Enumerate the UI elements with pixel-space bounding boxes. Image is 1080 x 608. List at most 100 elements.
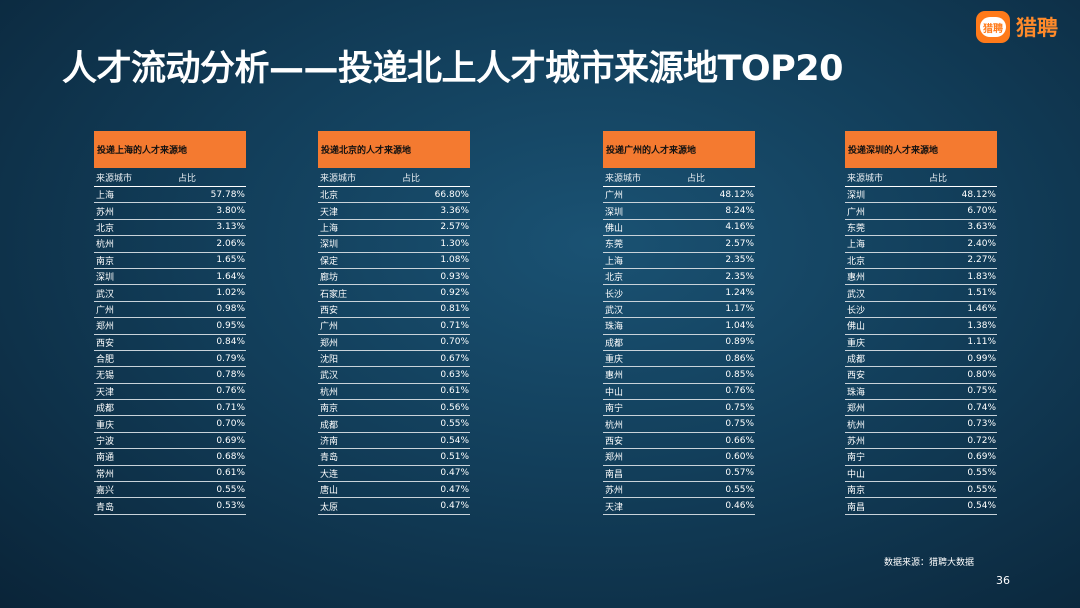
city-cell: 成都 (847, 355, 866, 366)
share-cell: 0.85% (725, 369, 754, 380)
city-cell: 重庆 (847, 338, 866, 349)
table-row: 南昌 0.54% (845, 498, 997, 515)
table-row: 苏州 3.80% (94, 203, 246, 220)
share-cell: 0.46% (725, 501, 754, 512)
source-table-2: 投递北京的人才来源地 来源城市 占比 北京 66.80% 天津 3.36% 上海 2.57% 深圳… (318, 131, 470, 515)
city-cell: 宁波 (96, 437, 115, 448)
table-row: 成都 0.55% (318, 416, 470, 433)
share-cell: 0.56% (440, 402, 469, 413)
city-cell: 南京 (96, 256, 115, 267)
share-cell: 0.54% (967, 501, 996, 512)
logo-text: 猎聘 (1016, 16, 1058, 40)
city-cell: 成都 (605, 338, 624, 349)
column-header-share: 占比 (178, 173, 197, 184)
share-cell: 8.24% (725, 206, 754, 217)
share-cell: 1.17% (725, 304, 754, 315)
share-cell: 0.63% (440, 369, 469, 380)
page-number: 36 (996, 574, 1010, 587)
city-cell: 西安 (605, 437, 624, 448)
table-row: 西安 0.80% (845, 367, 997, 384)
city-cell: 武汉 (320, 371, 339, 382)
share-cell: 1.83% (967, 271, 996, 282)
city-cell: 杭州 (96, 240, 115, 251)
share-cell: 0.69% (967, 451, 996, 462)
share-cell: 2.35% (725, 255, 754, 266)
city-cell: 苏州 (605, 486, 624, 497)
city-cell: 郑州 (847, 404, 866, 415)
city-cell: 深圳 (320, 240, 339, 251)
city-cell: 杭州 (320, 387, 339, 398)
share-cell: 0.74% (967, 402, 996, 413)
city-cell: 南京 (320, 404, 339, 415)
city-cell: 珠海 (605, 322, 624, 333)
share-cell: 1.11% (967, 337, 996, 348)
table-row: 上海 2.57% (318, 220, 470, 237)
share-cell: 0.93% (440, 271, 469, 282)
city-cell: 常州 (96, 469, 115, 480)
table-row: 嘉兴 0.55% (94, 482, 246, 499)
share-cell: 0.67% (440, 353, 469, 364)
table-row: 郑州 0.95% (94, 318, 246, 335)
city-cell: 郑州 (320, 338, 339, 349)
city-cell: 上海 (96, 191, 115, 202)
city-cell: 广州 (847, 207, 866, 218)
column-header-share: 占比 (687, 173, 706, 184)
share-cell: 0.75% (967, 386, 996, 397)
city-cell: 青岛 (320, 453, 339, 464)
city-cell: 沈阳 (320, 355, 339, 366)
city-cell: 南宁 (605, 404, 624, 415)
share-cell: 2.57% (440, 222, 469, 233)
city-cell: 太原 (320, 502, 339, 513)
table-row: 郑州 0.70% (318, 335, 470, 351)
share-cell: 0.84% (216, 337, 245, 348)
share-cell: 0.55% (725, 484, 754, 495)
city-cell: 济南 (320, 437, 339, 448)
share-cell: 0.86% (725, 353, 754, 364)
city-cell: 南京 (847, 486, 866, 497)
share-cell: 0.70% (440, 337, 469, 348)
city-cell: 南昌 (847, 502, 866, 513)
table-row: 北京 2.35% (603, 269, 755, 286)
logo-badge-text: 猎聘 (980, 17, 1006, 37)
table-row: 沈阳 0.67% (318, 351, 470, 368)
column-header-share: 占比 (402, 173, 421, 184)
table-row: 杭州 0.61% (318, 384, 470, 401)
table-row: 中山 0.55% (845, 466, 997, 483)
table-row: 西安 0.66% (603, 433, 755, 450)
share-cell: 0.75% (725, 419, 754, 430)
share-cell: 0.76% (725, 386, 754, 397)
city-cell: 杭州 (605, 420, 624, 431)
table-row: 惠州 1.83% (845, 269, 997, 286)
share-cell: 2.40% (967, 238, 996, 249)
table-row: 广州 0.98% (94, 302, 246, 319)
column-header-share: 占比 (929, 173, 948, 184)
city-cell: 中山 (605, 387, 624, 398)
city-cell: 杭州 (847, 420, 866, 431)
city-cell: 深圳 (96, 273, 115, 284)
table-row: 青岛 0.51% (318, 449, 470, 466)
share-cell: 0.80% (967, 369, 996, 380)
table-row: 北京 2.27% (845, 253, 997, 269)
table-row: 北京 66.80% (318, 187, 470, 204)
share-cell: 0.71% (216, 402, 245, 413)
city-cell: 珠海 (847, 387, 866, 398)
share-cell: 0.66% (725, 435, 754, 446)
share-cell: 0.57% (725, 468, 754, 479)
city-cell: 深圳 (605, 207, 624, 218)
city-cell: 上海 (847, 240, 866, 251)
share-cell: 1.38% (967, 320, 996, 331)
table-row: 深圳 1.64% (94, 269, 246, 286)
city-cell: 大连 (320, 469, 339, 480)
table-row: 青岛 0.53% (94, 498, 246, 515)
table-row: 常州 0.61% (94, 466, 246, 483)
city-cell: 南宁 (847, 453, 866, 464)
table-row: 上海 2.40% (845, 236, 997, 253)
share-cell: 0.99% (967, 353, 996, 364)
table-row: 无锡 0.78% (94, 367, 246, 384)
city-cell: 广州 (605, 191, 624, 202)
table-row: 杭州 0.75% (603, 416, 755, 433)
share-cell: 0.95% (216, 320, 245, 331)
share-cell: 2.27% (967, 255, 996, 266)
table-row: 成都 0.99% (845, 351, 997, 368)
column-headers: 来源城市 占比 (318, 168, 470, 187)
